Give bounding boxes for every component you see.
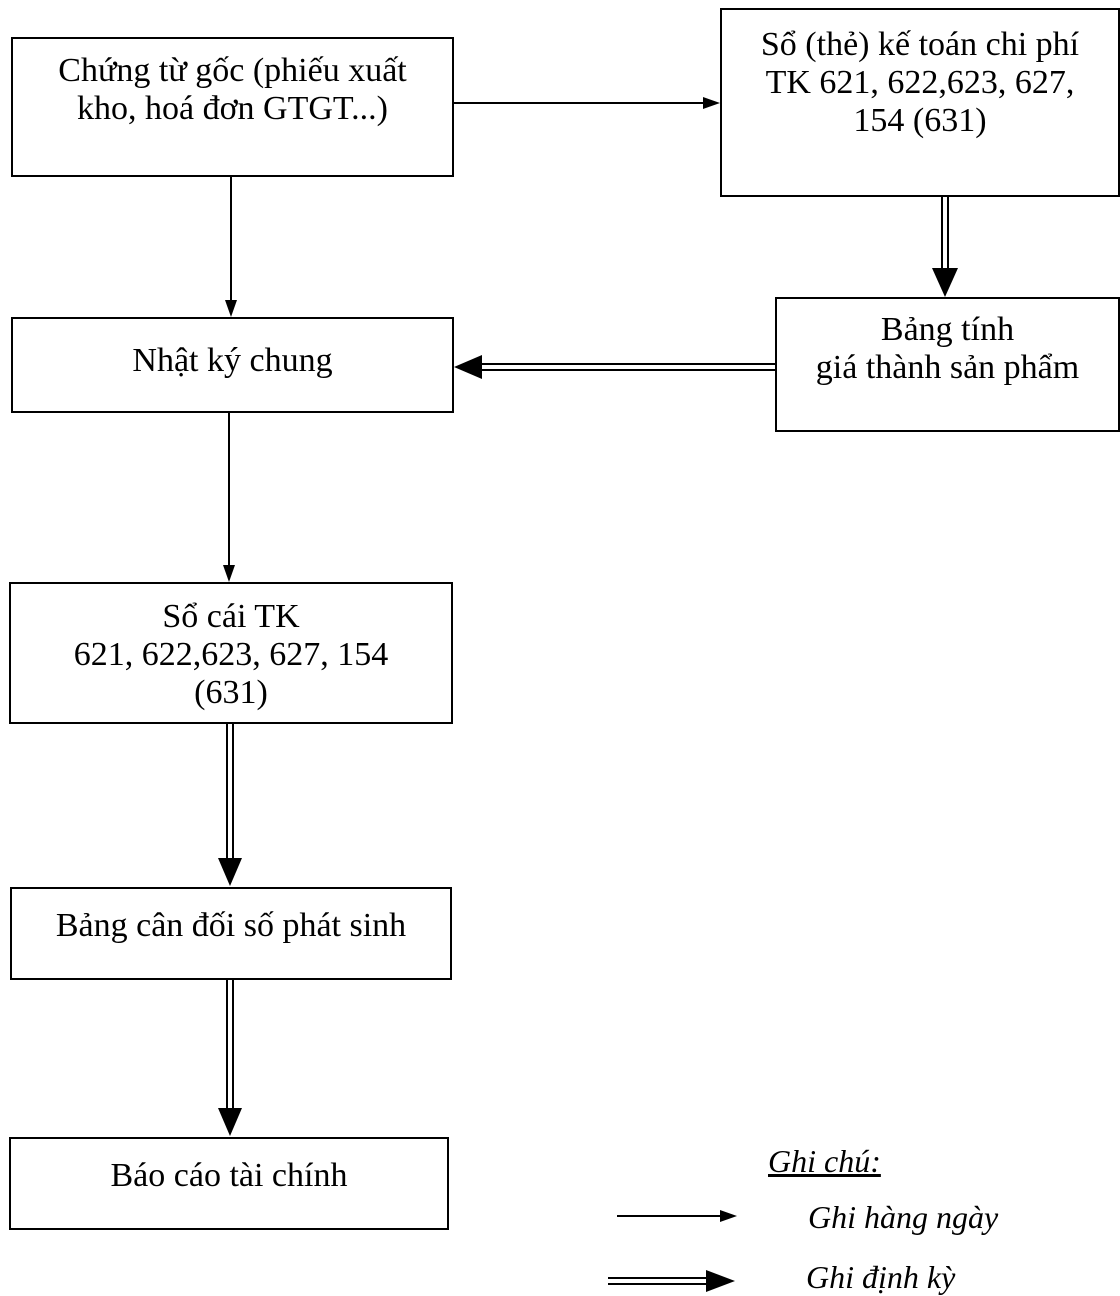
box-costing-table: Bảng tính giá thành sản phẩm	[775, 297, 1120, 432]
arrow-cost-ledger-to-costing-table	[932, 196, 958, 297]
cost-ledger-line-2: TK 621, 622,623, 627,	[765, 64, 1075, 101]
cost-ledger-line-1: Sổ (thẻ) kế toán chi phí	[760, 26, 1080, 63]
source-docs-line-2: kho, hoá đơn GTGT...)	[76, 90, 388, 127]
legend-daily-label: Ghi hàng ngày	[808, 1199, 999, 1235]
arrow-trial-balance-to-report	[218, 980, 242, 1136]
box-financial-report: Báo cáo tài chính	[9, 1137, 449, 1230]
costing-table-line-1: Bảng tính	[880, 311, 1015, 348]
legend-daily-arrow	[617, 1210, 737, 1222]
box-trial-balance: Bảng cân đối số phát sinh	[10, 887, 452, 980]
costing-table-line-2: giá thành sản phẩm	[815, 349, 1080, 386]
legend-periodic-arrow	[608, 1270, 735, 1292]
general-ledger-line-1: Sổ cái TK	[162, 598, 300, 635]
general-journal-label: Nhật ký chung	[132, 342, 333, 379]
general-ledger-line-3: (631)	[194, 674, 268, 711]
arrow-costing-table-to-journal	[454, 355, 775, 379]
legend-periodic-label: Ghi định kỳ	[806, 1259, 956, 1295]
legend-title: Ghi chú:	[768, 1143, 881, 1179]
box-source-documents: Chứng từ gốc (phiếu xuất kho, hoá đơn GT…	[11, 37, 454, 177]
box-general-ledger: Sổ cái TK 621, 622,623, 627, 154 (631)	[9, 582, 453, 724]
box-general-journal: Nhật ký chung	[11, 317, 454, 413]
arrow-source-to-journal	[225, 176, 237, 317]
box-cost-ledger: Sổ (thẻ) kế toán chi phí TK 621, 622,623…	[720, 8, 1120, 197]
cost-ledger-line-3: 154 (631)	[853, 102, 987, 139]
arrow-journal-to-ledger	[223, 412, 235, 582]
financial-report-label: Báo cáo tài chính	[110, 1157, 348, 1194]
trial-balance-label: Bảng cân đối số phát sinh	[55, 907, 407, 944]
arrow-source-to-cost-ledger	[453, 97, 720, 109]
general-ledger-line-2: 621, 622,623, 627, 154	[73, 636, 389, 673]
source-docs-line-1: Chứng từ gốc (phiếu xuất	[58, 52, 407, 89]
arrow-ledger-to-trial-balance	[218, 723, 242, 886]
